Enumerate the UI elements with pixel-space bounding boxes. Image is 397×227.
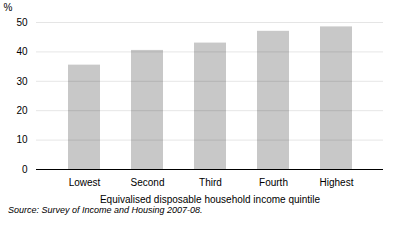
svg-text:Lowest: Lowest [69, 177, 101, 188]
svg-text:10: 10 [16, 134, 28, 145]
svg-text:50: 50 [16, 17, 28, 28]
svg-text:Second: Second [131, 177, 165, 188]
svg-text:Highest: Highest [320, 177, 354, 188]
svg-text:%: % [4, 2, 13, 13]
svg-text:Third: Third [199, 177, 222, 188]
svg-text:20: 20 [16, 105, 28, 116]
svg-text:40: 40 [16, 46, 28, 57]
svg-text:0: 0 [22, 164, 28, 175]
svg-text:Equivalised disposable househo: Equivalised disposable household income … [100, 194, 321, 205]
html-text:Source: Survey of Income and H: Source: Survey of Income and Housing 200… [8, 205, 203, 215]
svg-text:30: 30 [16, 76, 28, 87]
svg-text:Fourth: Fourth [259, 177, 288, 188]
